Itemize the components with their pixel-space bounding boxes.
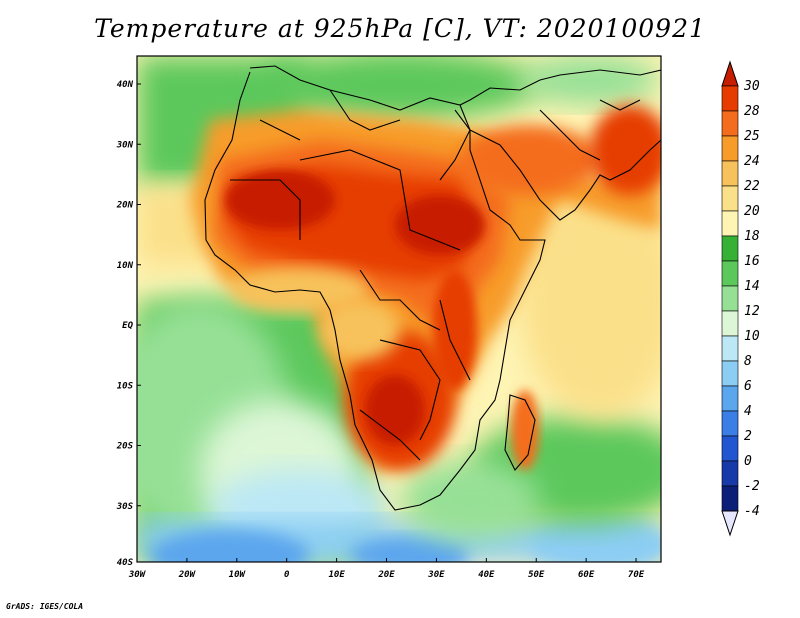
colorbar-label: 24 bbox=[744, 154, 760, 169]
colorbar-segment bbox=[721, 210, 739, 237]
colorbar-segment bbox=[721, 335, 739, 362]
colorbar-label: 25 bbox=[744, 129, 760, 144]
lat-tick-label: 20S bbox=[116, 442, 134, 452]
colorbar-segment bbox=[721, 460, 739, 487]
credit-label: GrADS: IGES/COLA bbox=[6, 602, 84, 611]
lat-tick-label: 10N bbox=[117, 261, 134, 271]
lon-tick-label: 20E bbox=[377, 570, 395, 580]
lat-tick-label: 10S bbox=[117, 381, 134, 391]
colorbar-segment bbox=[721, 285, 739, 312]
colorbar-label: 16 bbox=[744, 254, 760, 269]
lat-tick-label: 40S bbox=[117, 558, 134, 568]
colorbar-label: 0 bbox=[744, 454, 752, 469]
colorbar-segment bbox=[721, 85, 739, 112]
lat-tick-label: 30N bbox=[116, 140, 134, 150]
lon-tick-label: 30E bbox=[427, 570, 445, 580]
colorbar-segment bbox=[721, 160, 739, 187]
colorbar-segment bbox=[721, 385, 739, 412]
colorbar-label: 30 bbox=[743, 79, 760, 94]
colorbar-label: 10 bbox=[744, 329, 760, 344]
lon-tick-label: 70E bbox=[628, 570, 645, 580]
colorbar-segment bbox=[721, 260, 739, 287]
colorbar-segment bbox=[721, 235, 739, 262]
colorbar-label: 28 bbox=[744, 104, 760, 119]
colorbar-label: -4 bbox=[744, 504, 760, 519]
lat-tick-label: 40N bbox=[117, 80, 134, 90]
colorbar-label: 2 bbox=[744, 429, 752, 444]
colorbar-segment bbox=[721, 185, 739, 212]
axis-ticks: 30W 20W 10W 0 10E 20E 30E 40E 50E 60E 70E 40N 30N 20N… bbox=[116, 80, 645, 580]
plot-frame bbox=[136, 55, 662, 563]
colorbar-segment bbox=[721, 435, 739, 462]
colorbar-bottom-arrow bbox=[721, 510, 739, 537]
colorbar-segment bbox=[721, 110, 739, 137]
colorbar-label: 18 bbox=[744, 229, 760, 244]
colorbar-segment bbox=[721, 410, 739, 437]
colorbar-top-arrow bbox=[721, 60, 739, 87]
colorbar-label: 12 bbox=[744, 304, 760, 319]
colorbar-label: 14 bbox=[744, 279, 760, 294]
lon-tick-label: 10E bbox=[328, 570, 345, 580]
colorbar-label: 20 bbox=[744, 204, 760, 219]
lon-tick-label: 50E bbox=[528, 570, 545, 580]
lat-tick-label: 30S bbox=[116, 502, 134, 512]
lon-tick-label: 10W bbox=[229, 570, 247, 580]
colorbar-segment bbox=[721, 135, 739, 162]
lat-tick-label: 20N bbox=[116, 201, 134, 211]
colorbar-label: 22 bbox=[744, 179, 760, 194]
temperature-field bbox=[137, 56, 661, 562]
lon-tick-label: 0 bbox=[284, 570, 290, 580]
lat-tick-label: EQ bbox=[122, 321, 133, 331]
colorbar-label: 8 bbox=[744, 354, 752, 369]
colorbar-segment bbox=[721, 360, 739, 387]
colorbar-label: 6 bbox=[744, 379, 752, 394]
map-title: Temperature at 925hPa [C], VT: 202010092… bbox=[94, 14, 706, 43]
colorbar-label: 4 bbox=[744, 404, 752, 419]
colorbar-label: -2 bbox=[744, 479, 760, 494]
lon-tick-label: 20W bbox=[178, 570, 197, 580]
lon-tick-label: 30W bbox=[128, 570, 147, 580]
coastlines bbox=[204, 65, 661, 511]
lon-tick-label: 40E bbox=[478, 570, 495, 580]
colorbar-segment bbox=[721, 310, 739, 337]
lon-tick-label: 60E bbox=[578, 570, 595, 580]
colorbar-segment bbox=[721, 485, 739, 512]
